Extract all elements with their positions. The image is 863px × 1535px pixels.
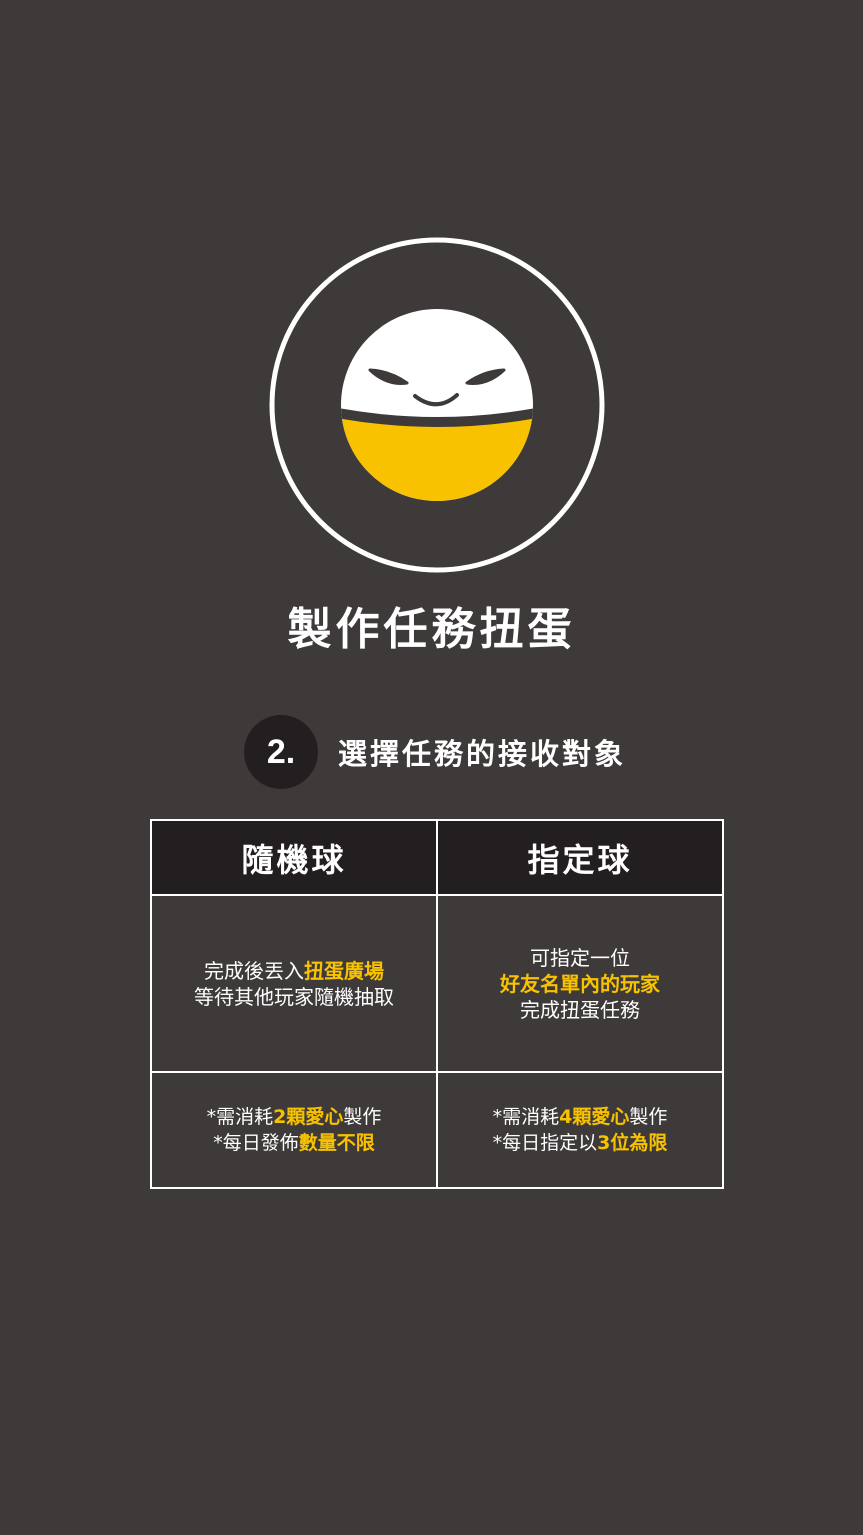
assigned-desc-line-2: 好友名單內的玩家	[500, 971, 660, 996]
random-cost-line-1: *需消耗2顆愛心製作	[206, 1106, 382, 1128]
random-desc-line-1: 完成後丟入扭蛋廣場	[204, 958, 384, 983]
highlight-text: 扭蛋廣場	[304, 958, 384, 983]
smiling-capsule-mascot-icon	[269, 237, 605, 573]
assigned-desc-line-3: 完成扭蛋任務	[520, 997, 640, 1022]
highlight-text: 數量不限	[298, 1132, 375, 1154]
step-number-badge: 2.	[244, 715, 318, 789]
assigned-ball-cost: *需消耗4顆愛心製作 *每日指定以3位為限	[436, 1071, 724, 1189]
highlight-text: 3位為限	[597, 1132, 668, 1154]
random-cost-line-2: *每日發佈數量不限	[213, 1132, 375, 1154]
assigned-cost-line-1: *需消耗4顆愛心製作	[492, 1106, 668, 1128]
page-title: 製作任務扭蛋	[287, 604, 576, 655]
table-header-row: 隨機球 指定球	[150, 819, 724, 896]
step-heading: 選擇任務的接收對象	[338, 737, 627, 771]
assigned-desc-line-1: 可指定一位	[530, 945, 630, 970]
cost-row: *需消耗2顆愛心製作 *每日發佈數量不限 *需消耗4顆愛心製作 *每日指定以3位…	[150, 1071, 724, 1189]
description-row: 完成後丟入扭蛋廣場 等待其他玩家隨機抽取 可指定一位 好友名單內的玩家 完成扭蛋…	[150, 894, 724, 1073]
highlight-text: 4顆愛心	[559, 1106, 630, 1128]
highlight-text: 2顆愛心	[273, 1106, 344, 1128]
ball-comparison-table: 隨機球 指定球 完成後丟入扭蛋廣場 等待其他玩家隨機抽取 可指定一位 好友名單內…	[150, 819, 724, 1189]
random-desc-line-2: 等待其他玩家隨機抽取	[194, 984, 394, 1009]
assigned-ball-description: 可指定一位 好友名單內的玩家 完成扭蛋任務	[436, 894, 724, 1073]
assigned-ball-header: 指定球	[436, 819, 724, 896]
random-ball-description: 完成後丟入扭蛋廣場 等待其他玩家隨機抽取	[150, 894, 438, 1073]
random-ball-header: 隨機球	[150, 819, 438, 896]
mascot-logo	[267, 235, 607, 575]
random-ball-cost: *需消耗2顆愛心製作 *每日發佈數量不限	[150, 1071, 438, 1189]
assigned-cost-line-2: *每日指定以3位為限	[492, 1132, 668, 1154]
